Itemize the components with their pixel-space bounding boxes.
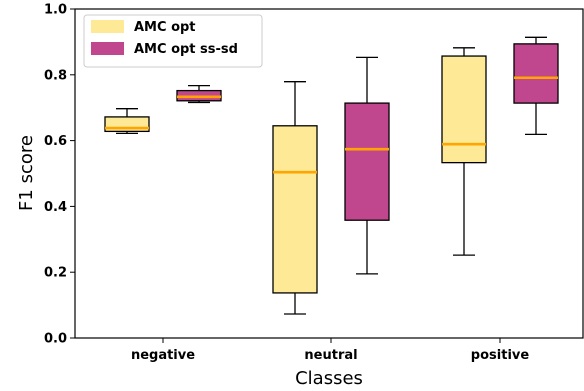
box-amc-opt-ss-sd-negative — [176, 85, 222, 104]
box-amc-opt-negative — [104, 108, 150, 135]
legend-swatch — [91, 42, 124, 55]
box-series — [104, 36, 559, 315]
box-body — [344, 102, 390, 221]
x-tick-label-negative: negative — [131, 348, 195, 363]
legend-frame — [83, 14, 263, 68]
y-tick-label: 0.4 — [44, 200, 67, 215]
x-tick-label-neutral: neutral — [304, 348, 357, 363]
box-amc-opt-ss-sd-positive — [513, 36, 559, 135]
y-tick-label: 0.0 — [44, 332, 67, 347]
y-tick-label: 0.6 — [44, 134, 67, 149]
x-tick-label-positive: positive — [471, 348, 530, 363]
y-tick-label: 0.2 — [44, 266, 67, 281]
x-axis-ticks: negative neutral positive — [131, 338, 529, 363]
y-tick-label: 1.0 — [44, 3, 67, 18]
plot-frame — [74, 8, 584, 339]
box-body — [441, 55, 487, 164]
box-amc-opt-ss-sd-neutral — [344, 56, 390, 275]
box-body — [272, 125, 318, 294]
legend-swatch — [91, 20, 124, 33]
box-amc-opt-neutral — [272, 81, 318, 315]
box-body — [513, 43, 559, 104]
legend-label: AMC opt ss-sd — [134, 42, 238, 57]
y-tick-label: 0.8 — [44, 68, 67, 83]
y-axis-label: F1 score — [16, 135, 37, 211]
legend: AMC opt AMC opt ss-sd — [83, 14, 263, 68]
legend-label: AMC opt — [134, 20, 196, 35]
y-axis-ticks: 0.0 0.2 0.4 0.6 0.8 1.0 — [44, 3, 75, 347]
box-amc-opt-positive — [441, 47, 487, 256]
x-axis-label: Classes — [295, 368, 363, 389]
